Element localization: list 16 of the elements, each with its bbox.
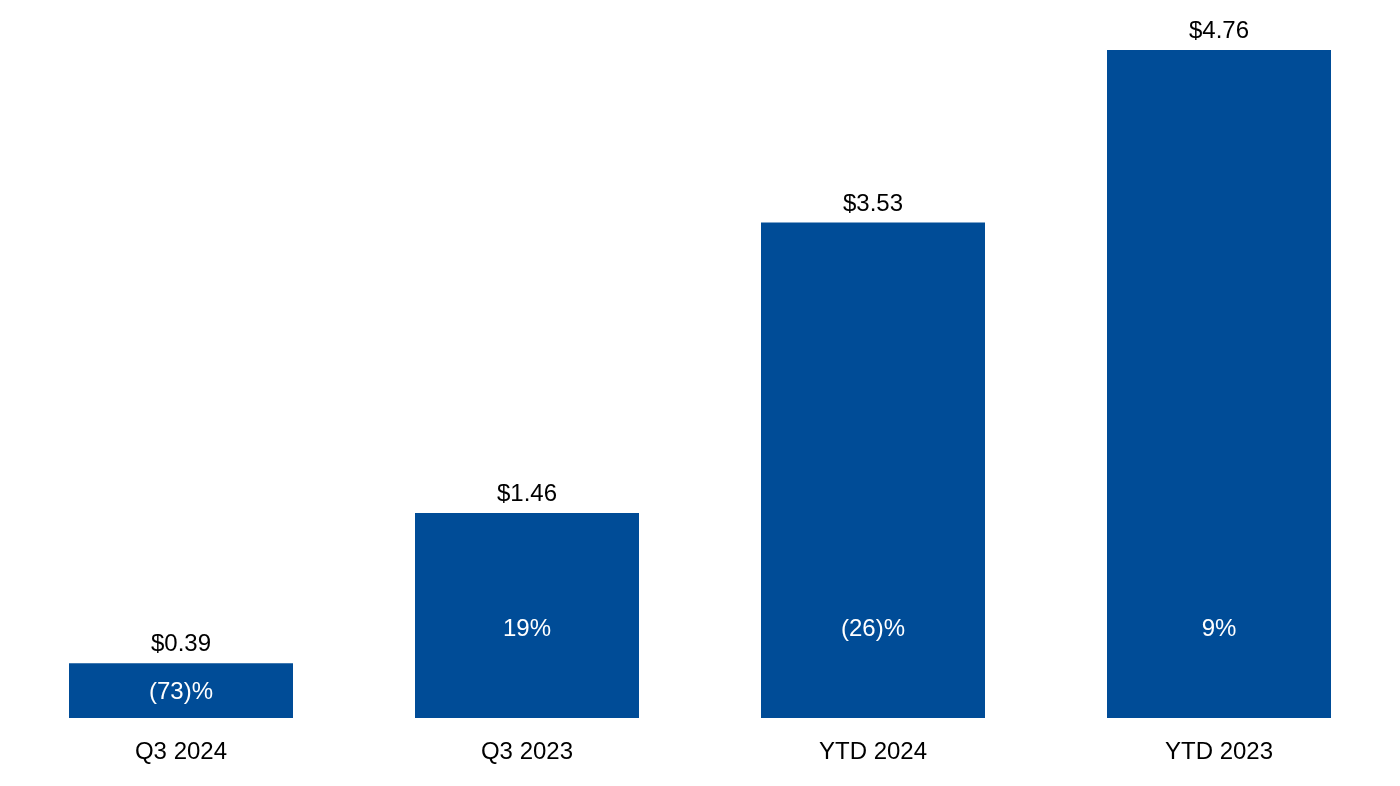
data-label: $3.53 [842, 188, 904, 216]
x-tick-label: YTD 2023 [1164, 737, 1274, 765]
x-tick-label: Q3 2023 [480, 737, 574, 765]
bar [415, 513, 639, 718]
annotation: 19% [502, 614, 552, 642]
bar [69, 663, 293, 718]
data-label: $0.39 [150, 629, 212, 657]
annotation: 9% [1201, 614, 1237, 642]
bar [761, 222, 985, 718]
annotation: (73)% [148, 677, 214, 705]
x-tick-label: YTD 2024 [818, 737, 928, 765]
x-tick-label: Q3 2024 [134, 737, 228, 765]
data-label: $1.46 [496, 479, 558, 507]
bar [1107, 50, 1331, 718]
annotation: (26)% [840, 614, 906, 642]
data-label: $4.76 [1188, 16, 1250, 43]
